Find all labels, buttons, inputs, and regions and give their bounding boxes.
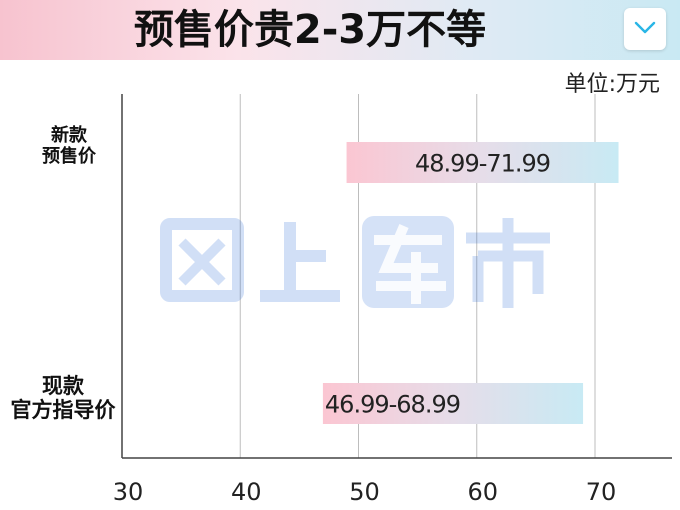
x-axis-ticks: 30 40 50 60 70 <box>113 478 617 506</box>
x-tick-label: 70 <box>586 478 617 506</box>
title-banner <box>0 0 680 60</box>
range-bar <box>322 383 584 424</box>
x-tick-label: 60 <box>467 478 498 506</box>
bar-labels: 48.99-71.99 46.99-68.99 <box>325 150 551 419</box>
chevron-down-icon <box>634 20 656 39</box>
range-bar <box>346 142 619 183</box>
category-label-current-msrp: 现款 官方指导价 <box>2 373 124 423</box>
bar-value-label: 48.99-71.99 <box>415 150 550 178</box>
category-label-line: 官方指导价 <box>10 397 116 423</box>
category-label-new-presale: 新款 预售价 <box>14 125 124 167</box>
category-label-line: 预售价 <box>42 145 96 167</box>
chart-title: 预售价贵2-3万不等 <box>133 7 487 53</box>
bars <box>322 142 619 424</box>
category-label-line: 现款 <box>42 373 84 398</box>
category-label-line: 新款 <box>51 125 87 146</box>
unit-label: 单位:万元 <box>564 72 660 97</box>
x-tick-label: 50 <box>349 478 380 506</box>
x-tick-label: 40 <box>231 478 262 506</box>
bar-value-label: 46.99-68.99 <box>325 391 460 419</box>
x-tick-label: 30 <box>113 478 144 506</box>
collapse-button[interactable] <box>624 8 666 50</box>
